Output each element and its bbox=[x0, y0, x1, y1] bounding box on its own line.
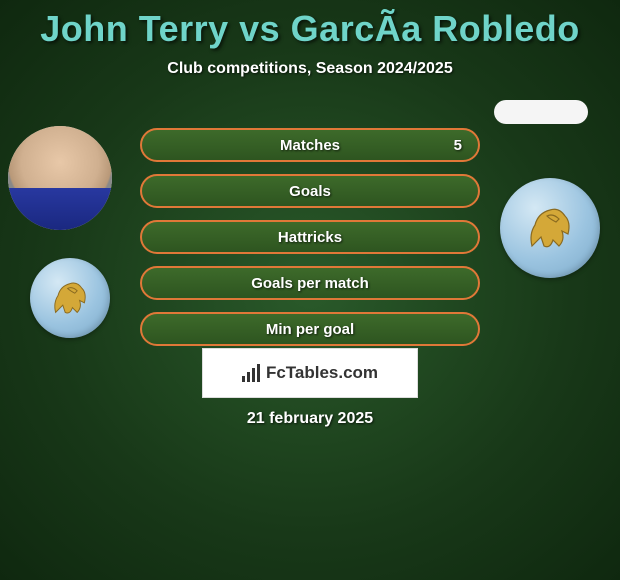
club-badge-left bbox=[30, 258, 110, 338]
stat-pill-matches: Matches 5 bbox=[140, 128, 480, 162]
player-photo-right bbox=[494, 100, 588, 124]
date-text: 21 february 2025 bbox=[0, 410, 620, 428]
stat-label: Goals bbox=[289, 183, 331, 200]
stat-pill-min-per-goal: Min per goal bbox=[140, 312, 480, 346]
lion-icon bbox=[46, 274, 94, 322]
player-face-left bbox=[8, 126, 112, 230]
stat-label: Goals per match bbox=[251, 275, 369, 292]
lion-icon bbox=[520, 198, 580, 258]
page-title: John Terry vs GarcÃ­a Robledo bbox=[0, 0, 620, 50]
stat-pill-hattricks: Hattricks bbox=[140, 220, 480, 254]
subtitle: Club competitions, Season 2024/2025 bbox=[0, 60, 620, 78]
stat-label: Matches bbox=[280, 137, 340, 154]
branding-text: FcTables.com bbox=[266, 363, 378, 383]
stat-label: Hattricks bbox=[278, 229, 342, 246]
player-photo-left bbox=[8, 126, 112, 230]
stat-label: Min per goal bbox=[266, 321, 354, 338]
branding-box: FcTables.com bbox=[202, 348, 418, 398]
stats-area: Matches 5 Goals Hattricks Goals per match Min… bbox=[0, 108, 620, 368]
stat-value-right: 5 bbox=[454, 137, 462, 154]
bars-icon bbox=[242, 364, 260, 382]
stat-pill-goals: Goals bbox=[140, 174, 480, 208]
stat-pill-goals-per-match: Goals per match bbox=[140, 266, 480, 300]
club-badge-right bbox=[500, 178, 600, 278]
